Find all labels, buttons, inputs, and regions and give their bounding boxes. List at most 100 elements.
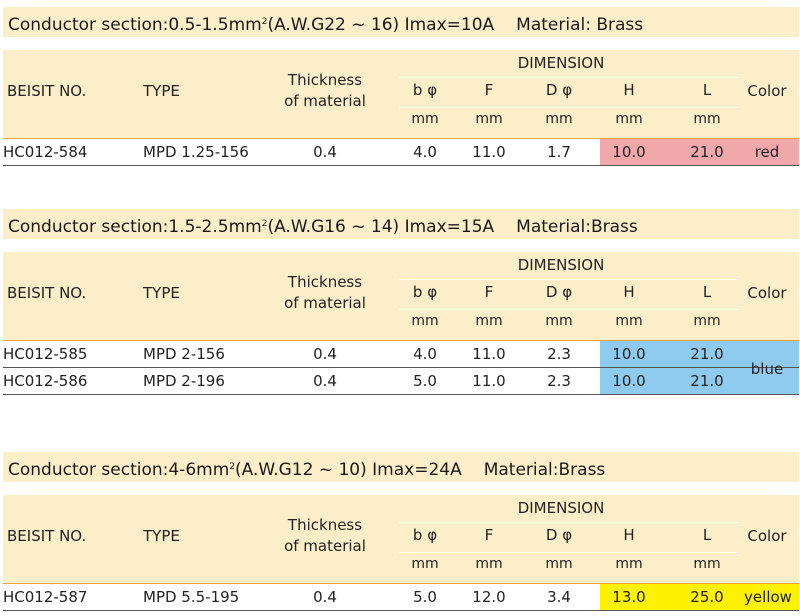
unit-mm: mm (693, 556, 721, 572)
cell-color: blue (750, 360, 784, 378)
header-f: F (484, 81, 494, 99)
material-label: Material:Brass (483, 460, 606, 480)
cell-thickness: 0.4 (313, 143, 337, 161)
header-dimension: DIMENSION (517, 499, 605, 517)
cell-beisit-no: HC012-585 (3, 345, 88, 363)
header-type: TYPE (143, 284, 180, 302)
cell-b: 4.0 (413, 345, 437, 363)
table-row: HC012-584 MPD 1.25-156 0.4 4.0 11.0 1.7 … (3, 139, 799, 166)
color-highlight (600, 341, 799, 395)
header-beisit-no: BEISIT NO. (7, 284, 87, 302)
table-header: BEISIT NO. TYPE Thickness of material DIM… (3, 495, 799, 584)
unit-mm: mm (545, 111, 573, 127)
header-beisit-no: BEISIT NO. (7, 527, 87, 545)
header-d: D φ (545, 283, 573, 301)
cell-l: 25.0 (690, 588, 724, 606)
table-row: HC012-585 MPD 2-156 0.4 4.0 11.0 2.3 10.… (3, 341, 799, 368)
material-label: Material:Brass (516, 217, 638, 237)
divider (399, 279, 739, 280)
unit-mm: mm (475, 111, 503, 127)
cell-f: 11.0 (472, 345, 506, 363)
unit-mm: mm (411, 556, 439, 572)
unit-mm: mm (615, 556, 643, 572)
thickness-line2: of material (284, 92, 366, 110)
header-thickness: Thickness of material (275, 515, 375, 557)
cell-h: 10.0 (612, 372, 646, 390)
cell-d: 2.3 (547, 345, 571, 363)
unit-mm: mm (545, 556, 573, 572)
title-sup: 2 (261, 17, 268, 27)
section-title: Conductor section:4-6mm2(A.W.G12 ~ 10) I… (3, 452, 799, 482)
title-prefix: Conductor section:4-6mm (8, 460, 230, 480)
section-title: Conductor section:0.5-1.5mm2(A.W.G22 ~ 1… (3, 7, 799, 37)
header-l: L (702, 283, 712, 301)
thickness-line1: Thickness (287, 516, 363, 534)
cell-f: 11.0 (472, 372, 506, 390)
cell-l: 21.0 (690, 345, 724, 363)
divider (399, 107, 739, 108)
divider (399, 522, 739, 523)
header-b: b φ (412, 526, 438, 544)
unit-mm: mm (475, 556, 503, 572)
cell-d: 2.3 (547, 372, 571, 390)
unit-mm: mm (615, 111, 643, 127)
cell-h: 10.0 (612, 345, 646, 363)
header-f: F (484, 526, 494, 544)
header-color: Color (747, 82, 787, 100)
cell-thickness: 0.4 (313, 372, 337, 390)
unit-mm: mm (411, 111, 439, 127)
header-h: H (623, 283, 635, 301)
header-l: L (702, 526, 712, 544)
cell-b: 5.0 (413, 372, 437, 390)
material-label: Material: Brass (516, 15, 644, 35)
cell-h: 10.0 (612, 143, 646, 161)
cell-f: 12.0 (472, 588, 506, 606)
thickness-line1: Thickness (287, 273, 363, 291)
header-h: H (623, 81, 635, 99)
cell-beisit-no: HC012-584 (3, 143, 88, 161)
divider (399, 77, 739, 78)
cell-f: 11.0 (472, 143, 506, 161)
cell-beisit-no: HC012-587 (3, 588, 88, 606)
header-dimension: DIMENSION (517, 256, 605, 274)
cell-d: 1.7 (547, 143, 571, 161)
cell-beisit-no: HC012-586 (3, 372, 88, 390)
cell-b: 5.0 (413, 588, 437, 606)
title-suffix: (A.W.G22 ~ 16) Imax=10A (267, 15, 495, 35)
header-b: b φ (412, 283, 438, 301)
table-row: HC012-587 MPD 5.5-195 0.4 5.0 12.0 3.4 1… (3, 584, 799, 611)
header-color: Color (747, 284, 787, 302)
title-sup: 2 (261, 219, 268, 229)
cell-l: 21.0 (690, 372, 724, 390)
header-b: b φ (412, 81, 438, 99)
table-header: BEISIT NO. TYPE Thickness of material DIM… (3, 50, 799, 139)
cell-b: 4.0 (413, 143, 437, 161)
header-d: D φ (545, 81, 573, 99)
unit-mm: mm (475, 313, 503, 329)
thickness-line2: of material (284, 294, 366, 312)
cell-color: yellow (744, 588, 792, 606)
cell-thickness: 0.4 (313, 588, 337, 606)
table-header: BEISIT NO. TYPE Thickness of material DIM… (3, 252, 799, 341)
table-row: HC012-586 MPD 2-196 0.4 5.0 11.0 2.3 10.… (3, 368, 799, 395)
header-beisit-no: BEISIT NO. (7, 82, 87, 100)
title-prefix: Conductor section:1.5-2.5mm (8, 217, 262, 237)
cell-type: MPD 2-156 (143, 345, 225, 363)
unit-mm: mm (411, 313, 439, 329)
cell-thickness: 0.4 (313, 345, 337, 363)
title-prefix: Conductor section:0.5-1.5mm (8, 15, 262, 35)
unit-mm: mm (545, 313, 573, 329)
header-dimension: DIMENSION (517, 54, 605, 72)
unit-mm: mm (693, 111, 721, 127)
header-thickness: Thickness of material (275, 70, 375, 112)
cell-type: MPD 2-196 (143, 372, 225, 390)
cell-h: 13.0 (612, 588, 646, 606)
unit-mm: mm (615, 313, 643, 329)
header-type: TYPE (143, 527, 180, 545)
title-suffix: (A.W.G12 ~ 10) Imax=24A (235, 460, 462, 480)
color-highlight (600, 139, 799, 165)
cell-type: MPD 1.25-156 (143, 143, 249, 161)
header-d: D φ (545, 526, 573, 544)
header-thickness: Thickness of material (275, 272, 375, 314)
thickness-line2: of material (284, 537, 366, 555)
